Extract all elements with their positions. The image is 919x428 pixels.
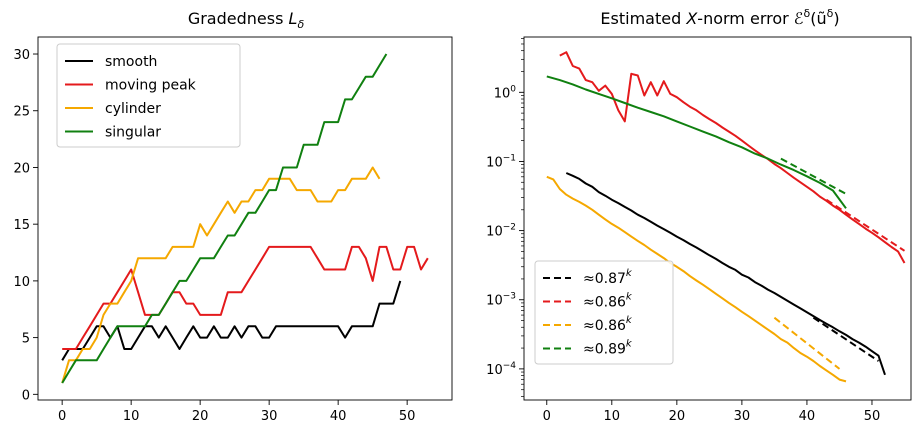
y-tick-label: 5 bbox=[22, 332, 30, 347]
y-tick-label: 25 bbox=[13, 105, 30, 120]
x-tick-label: 30 bbox=[261, 409, 278, 424]
series-line--0-86-k bbox=[825, 198, 906, 252]
series-line--0-86-k bbox=[773, 316, 841, 370]
y-tick-label: 30 bbox=[13, 48, 30, 63]
y-tick-label: 15 bbox=[13, 218, 30, 233]
legend-frame bbox=[56, 43, 241, 148]
x-tick-label: 10 bbox=[123, 409, 140, 424]
error-axes-frame bbox=[523, 36, 912, 401]
x-tick-label: 0 bbox=[58, 409, 66, 424]
series-line-moving-peak-error bbox=[559, 51, 906, 264]
series-line--0-87-k bbox=[812, 316, 880, 362]
y-tick-label: 0 bbox=[22, 388, 30, 403]
error-ticks: 0 10 20 30 40 50 100 10−1 10−2 10−3 10−4 bbox=[486, 38, 881, 424]
legend-label: ≈0.86k bbox=[583, 292, 633, 311]
gradedness-title: Gradedness Lδ bbox=[188, 9, 305, 31]
x-tick-label: 40 bbox=[330, 409, 347, 424]
error-chart: Estimated X-norm error ℰδ(ũδ) 0 10 20 30 40 5… bbox=[486, 7, 912, 424]
series-line-moving-peak bbox=[62, 245, 429, 350]
x-tick-label: 50 bbox=[399, 409, 416, 424]
x-tick-label: 40 bbox=[799, 409, 816, 424]
legend-label: ≈0.87k bbox=[583, 268, 633, 287]
x-tick-label: 0 bbox=[543, 409, 551, 424]
error-series-group bbox=[546, 51, 906, 383]
legend-label: cylinder bbox=[105, 101, 161, 117]
error-title: Estimated X-norm error ℰδ(ũδ) bbox=[600, 7, 839, 28]
series-line-smooth-error bbox=[565, 172, 886, 376]
series-line-cylinder-error bbox=[546, 175, 847, 383]
series-line-smooth bbox=[61, 280, 402, 361]
series-line-singular bbox=[61, 53, 388, 384]
series-line-singular-error bbox=[546, 75, 847, 209]
legend-label: moving peak bbox=[105, 78, 197, 94]
legend-label: ≈0.86k bbox=[583, 315, 633, 334]
y-tick-label: 10−3 bbox=[486, 292, 516, 309]
y-tick-label: 10−1 bbox=[486, 153, 516, 170]
x-tick-label: 10 bbox=[604, 409, 621, 424]
legend-label: smooth bbox=[105, 54, 157, 70]
x-tick-label: 50 bbox=[864, 409, 881, 424]
legend-label: ≈0.89k bbox=[583, 339, 633, 358]
y-tick-label: 100 bbox=[494, 84, 517, 101]
y-tick-label: 10 bbox=[13, 275, 30, 290]
legend-frame bbox=[534, 260, 674, 365]
legend-label: singular bbox=[105, 125, 161, 141]
gradedness-chart: Gradedness Lδ 0 10 20 30 40 50 0 5 10 15 20 25 30 sm… bbox=[13, 9, 453, 424]
y-tick-label: 10−2 bbox=[486, 223, 516, 240]
error-legend: ≈0.87k ≈0.86k ≈0.86k ≈0.89k bbox=[534, 260, 674, 365]
gradedness-legend: smooth moving peak cylinder singular bbox=[56, 43, 241, 148]
y-tick-label: 10−4 bbox=[486, 361, 516, 378]
x-tick-label: 20 bbox=[192, 409, 209, 424]
gradedness-axes-frame bbox=[37, 36, 453, 401]
y-tick-label: 20 bbox=[13, 161, 30, 176]
series-line-cylinder bbox=[61, 166, 381, 384]
gradedness-series-group bbox=[61, 53, 429, 384]
series-line--0-89-k bbox=[780, 157, 847, 195]
x-tick-label: 20 bbox=[669, 409, 686, 424]
gradedness-ticks: 0 10 20 30 40 50 0 5 10 15 20 25 30 bbox=[13, 48, 415, 424]
x-tick-label: 30 bbox=[734, 409, 751, 424]
